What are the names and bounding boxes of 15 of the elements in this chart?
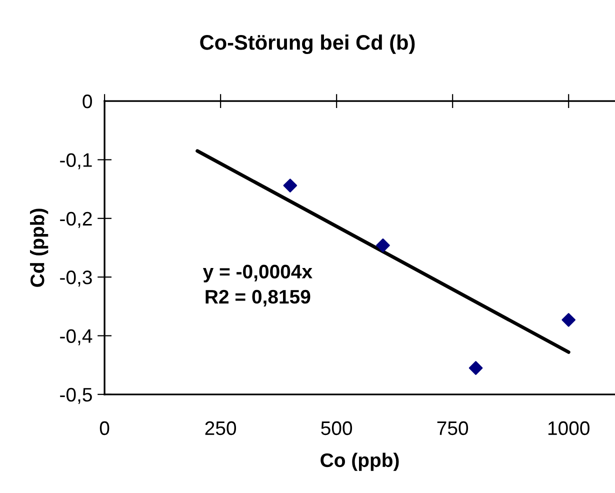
x-tick-label: 1000 [548,421,590,436]
y-tick-label: -0,4 [60,329,92,346]
y-tick-label: -0,1 [60,153,92,170]
chart-title: Co-Störung bei Cd (b) [200,34,415,54]
x-tick-label: 750 [437,421,468,436]
y-axis-title: Cd (ppb) [30,208,48,287]
annotation: y = -0,0004x R2 = 0,8159 [202,264,312,306]
x-tick-label: 0 [100,421,110,436]
x-axis-title: Co (ppb) [320,452,399,471]
y-tick-label: -0,3 [60,270,92,287]
y-tick-label: -0,5 [60,388,92,404]
x-tick-label: 250 [205,421,236,436]
y-tick-label: -0,2 [60,212,92,228]
x-tick-label: 500 [321,421,352,436]
y-tick-label: 0 [82,94,92,108]
